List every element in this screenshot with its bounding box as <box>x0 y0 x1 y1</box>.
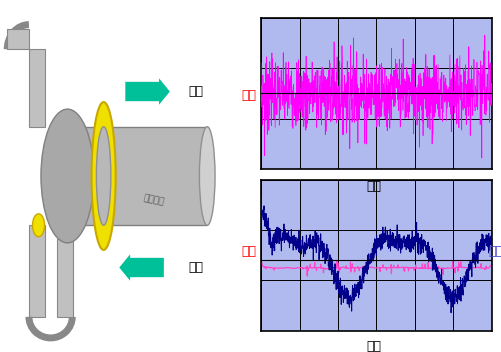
Ellipse shape <box>33 214 45 237</box>
Bar <box>57 239 72 317</box>
Bar <box>29 225 45 317</box>
Text: 温度: 温度 <box>240 245 256 258</box>
Ellipse shape <box>41 109 94 243</box>
Text: 出口: 出口 <box>187 85 202 98</box>
Ellipse shape <box>199 127 214 225</box>
Bar <box>67 127 207 225</box>
Text: 流量: 流量 <box>487 245 501 258</box>
Text: 熱交換器: 熱交換器 <box>142 194 165 207</box>
Ellipse shape <box>91 102 115 250</box>
Text: 温度: 温度 <box>240 89 256 101</box>
FancyArrow shape <box>119 254 163 281</box>
Bar <box>7 29 29 49</box>
Text: 入口: 入口 <box>187 261 202 274</box>
Text: 時間: 時間 <box>366 340 381 352</box>
Ellipse shape <box>96 127 111 225</box>
Text: 時間: 時間 <box>366 180 381 193</box>
FancyArrow shape <box>125 78 169 105</box>
Bar <box>29 49 45 127</box>
